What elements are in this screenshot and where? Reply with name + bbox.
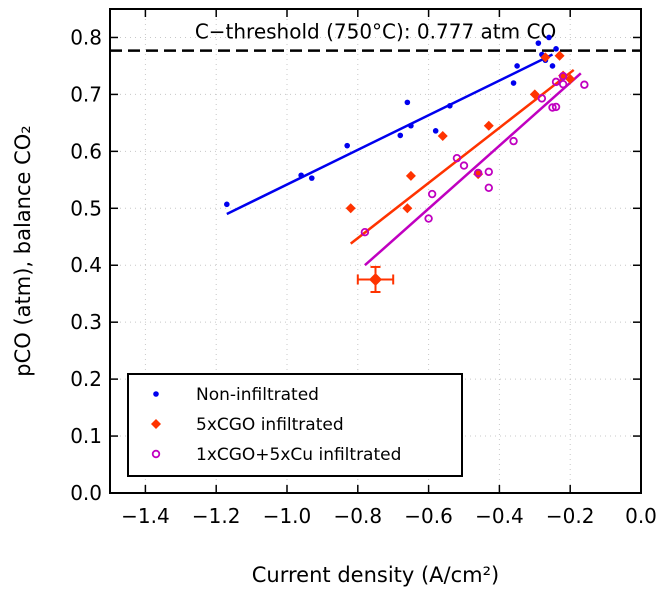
y-tick-label: 0.3 (70, 310, 102, 334)
y-tick-label: 0.1 (70, 424, 102, 448)
data-point (153, 391, 159, 397)
data-point (345, 203, 356, 214)
legend-entry-label: 5xCGO infiltrated (196, 415, 344, 435)
data-point (405, 170, 416, 181)
legend-entry-label: 1xCGO+5xCu infiltrated (196, 445, 401, 465)
data-point (484, 183, 493, 192)
data-point (452, 153, 462, 163)
data-point (432, 128, 439, 134)
y-tick-label: 0.4 (70, 253, 102, 277)
x-tick-label: −0.4 (475, 504, 524, 528)
data-point (529, 89, 540, 100)
data-point (360, 228, 370, 237)
data-points (224, 34, 589, 293)
data-point (549, 63, 556, 69)
axis-ticks: −1.4 −1.2 −1.0 −0.8 −0.6 −0.4 −0.2 0.0 0.0 0.1 0.2… (70, 9, 657, 528)
data-point (427, 189, 437, 199)
x-tick-label: −0.8 (334, 504, 383, 528)
fit-line (349, 68, 575, 245)
y-tick-label: 0.2 (70, 367, 102, 391)
data-point (558, 79, 568, 89)
y-tick-label: 0.8 (70, 25, 102, 49)
data-point (554, 50, 565, 61)
data-point (565, 74, 576, 85)
data-point (402, 203, 413, 214)
legend: Non-infiltrated 5xCGO infiltrated 1xCGO+5x… (127, 373, 463, 477)
y-tick-label: 0.7 (70, 82, 102, 106)
x-tick-label: 0.0 (625, 504, 657, 528)
data-point (537, 94, 547, 103)
data-point (447, 103, 453, 109)
data-point (408, 122, 414, 129)
y-tick-label: 0.0 (70, 481, 102, 505)
x-tick-label: −1.4 (121, 504, 170, 528)
y-tick-label: 0.5 (70, 196, 102, 220)
x-tick-label: −1.0 (263, 504, 312, 528)
threshold: C−threshold (750°C): 0.777 atm CO (110, 20, 641, 52)
x-tick-label: −0.2 (546, 504, 595, 528)
data-point (551, 77, 561, 87)
data-point (540, 52, 551, 63)
data-point (151, 449, 161, 459)
data-point (580, 80, 589, 89)
data-point (558, 71, 568, 81)
data-point (459, 161, 469, 170)
x-tick-label: −0.6 (404, 504, 453, 528)
data-point (548, 103, 557, 112)
data-point (553, 46, 559, 52)
data-point (298, 172, 304, 179)
data-point (224, 201, 230, 208)
plot-frame (109, 8, 642, 494)
data-point (151, 419, 161, 429)
fit-line (364, 72, 582, 267)
legend-box (127, 373, 463, 477)
y-axis-title: pCO (atm), balance CO₂ (11, 125, 35, 376)
x-axis-title: Current density (A/cm²) (252, 563, 499, 587)
fit-lines (226, 53, 582, 267)
x-tick-label: −1.2 (192, 504, 241, 528)
fit-line (226, 53, 554, 216)
data-point (535, 40, 542, 46)
data-point (514, 63, 520, 69)
data-point (404, 99, 411, 106)
threshold-label: C−threshold (750°C): 0.777 atm CO (195, 20, 556, 44)
data-point (369, 272, 382, 286)
data-point (473, 168, 483, 178)
data-point (483, 120, 494, 131)
data-point (551, 102, 561, 112)
data-point (509, 136, 518, 146)
data-point (484, 167, 493, 177)
data-point (308, 175, 315, 181)
data-point (397, 132, 404, 139)
data-point (510, 80, 517, 86)
legend-entry-label: Non-infiltrated (196, 385, 319, 405)
y-tick-label: 0.6 (70, 139, 102, 163)
data-point (437, 130, 448, 141)
data-point (424, 214, 433, 223)
data-point (344, 142, 350, 149)
data-point (546, 34, 552, 41)
